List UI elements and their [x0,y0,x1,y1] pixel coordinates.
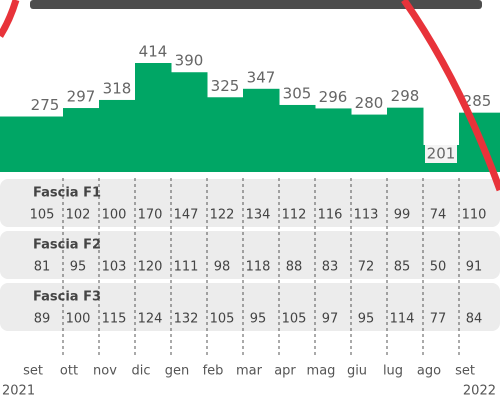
bar [135,63,172,172]
month-label: lug [383,364,403,379]
cell-value: 74 [430,208,447,223]
cell-value: 105 [282,312,307,327]
value-label: 280 [355,94,384,112]
row-background [0,231,500,279]
month-label: dic [131,364,150,379]
bar [63,108,100,172]
cell-value: 100 [66,312,91,327]
value-label: 318 [103,79,132,97]
row-background [0,179,500,227]
cell-value: 114 [390,312,415,327]
month-label: set [23,364,43,379]
cell-value: 97 [322,312,339,327]
cell-value: 50 [430,260,447,275]
value-label: 298 [391,87,420,105]
cell-value: 72 [358,260,375,275]
month-label: feb [203,364,224,379]
cell-value: 95 [70,260,87,275]
bar [99,99,136,172]
value-label: 325 [211,77,240,95]
value-label: 275 [31,96,60,114]
year-label: 2021 [2,384,35,399]
bar [351,114,388,172]
row-name: Fascia F3 [33,290,101,305]
label-box [425,145,457,163]
cell-value: 170 [138,208,163,223]
value-label: 390 [175,52,204,70]
cell-value: 120 [138,260,163,275]
month-label: giu [347,364,367,379]
month-label: apr [274,364,296,379]
month-label: gen [165,364,190,379]
bar [279,104,316,172]
row-background [0,283,500,331]
month-label: ott [60,364,78,379]
value-label: 414 [139,43,168,61]
cell-value: 100 [102,208,127,223]
bar [315,108,352,172]
cell-value: 81 [34,260,51,275]
cell-value: 134 [246,208,271,223]
cell-value: 98 [214,260,231,275]
cell-value: 103 [102,260,127,275]
row-name: Fascia F2 [33,238,101,253]
plot: 275 set 297 ott 318 nov 414 dic 390 gen 325 feb 347 m… [0,43,500,399]
row-name: Fascia F1 [33,186,101,201]
cell-value: 95 [250,312,267,327]
cell-value: 102 [66,208,91,223]
cell-value: 105 [210,312,235,327]
value-label: 305 [283,84,312,102]
bar [171,72,208,172]
bar [207,97,244,172]
bar [243,88,280,172]
cell-value: 95 [358,312,375,327]
cell-value: 88 [286,260,303,275]
cell-value: 111 [174,260,199,275]
cell-value: 105 [30,208,55,223]
cell-value: 91 [466,260,483,275]
year-label: 2022 [463,384,496,399]
month-label: set [455,364,475,379]
cell-value: 116 [318,208,343,223]
bar [387,107,424,172]
month-label: mag [307,364,336,379]
value-label: 347 [247,68,276,86]
cell-value: 89 [34,312,51,327]
value-label: 297 [67,88,96,106]
bar [0,116,64,172]
red-stroke [0,0,20,38]
month-label: mar [236,364,263,379]
cell-value: 122 [210,208,235,223]
cell-value: 99 [394,208,411,223]
red-stroke [401,0,500,192]
cell-value: 84 [466,312,483,327]
value-label: 285 [463,92,492,110]
month-label: ago [417,364,441,379]
cell-value: 124 [138,312,163,327]
cell-value: 110 [462,208,487,223]
value-label: 296 [319,88,348,106]
cell-value: 85 [394,260,411,275]
cell-value: 147 [174,208,199,223]
cell-value: 83 [322,260,339,275]
cell-value: 77 [430,312,447,327]
cell-value: 113 [354,208,379,223]
month-label: nov [93,364,117,379]
header-bar [30,0,482,9]
cell-value: 118 [246,260,271,275]
value-label: 201 [427,145,456,163]
cell-value: 112 [282,208,307,223]
cell-value: 132 [174,312,199,327]
cell-value: 115 [102,312,127,327]
